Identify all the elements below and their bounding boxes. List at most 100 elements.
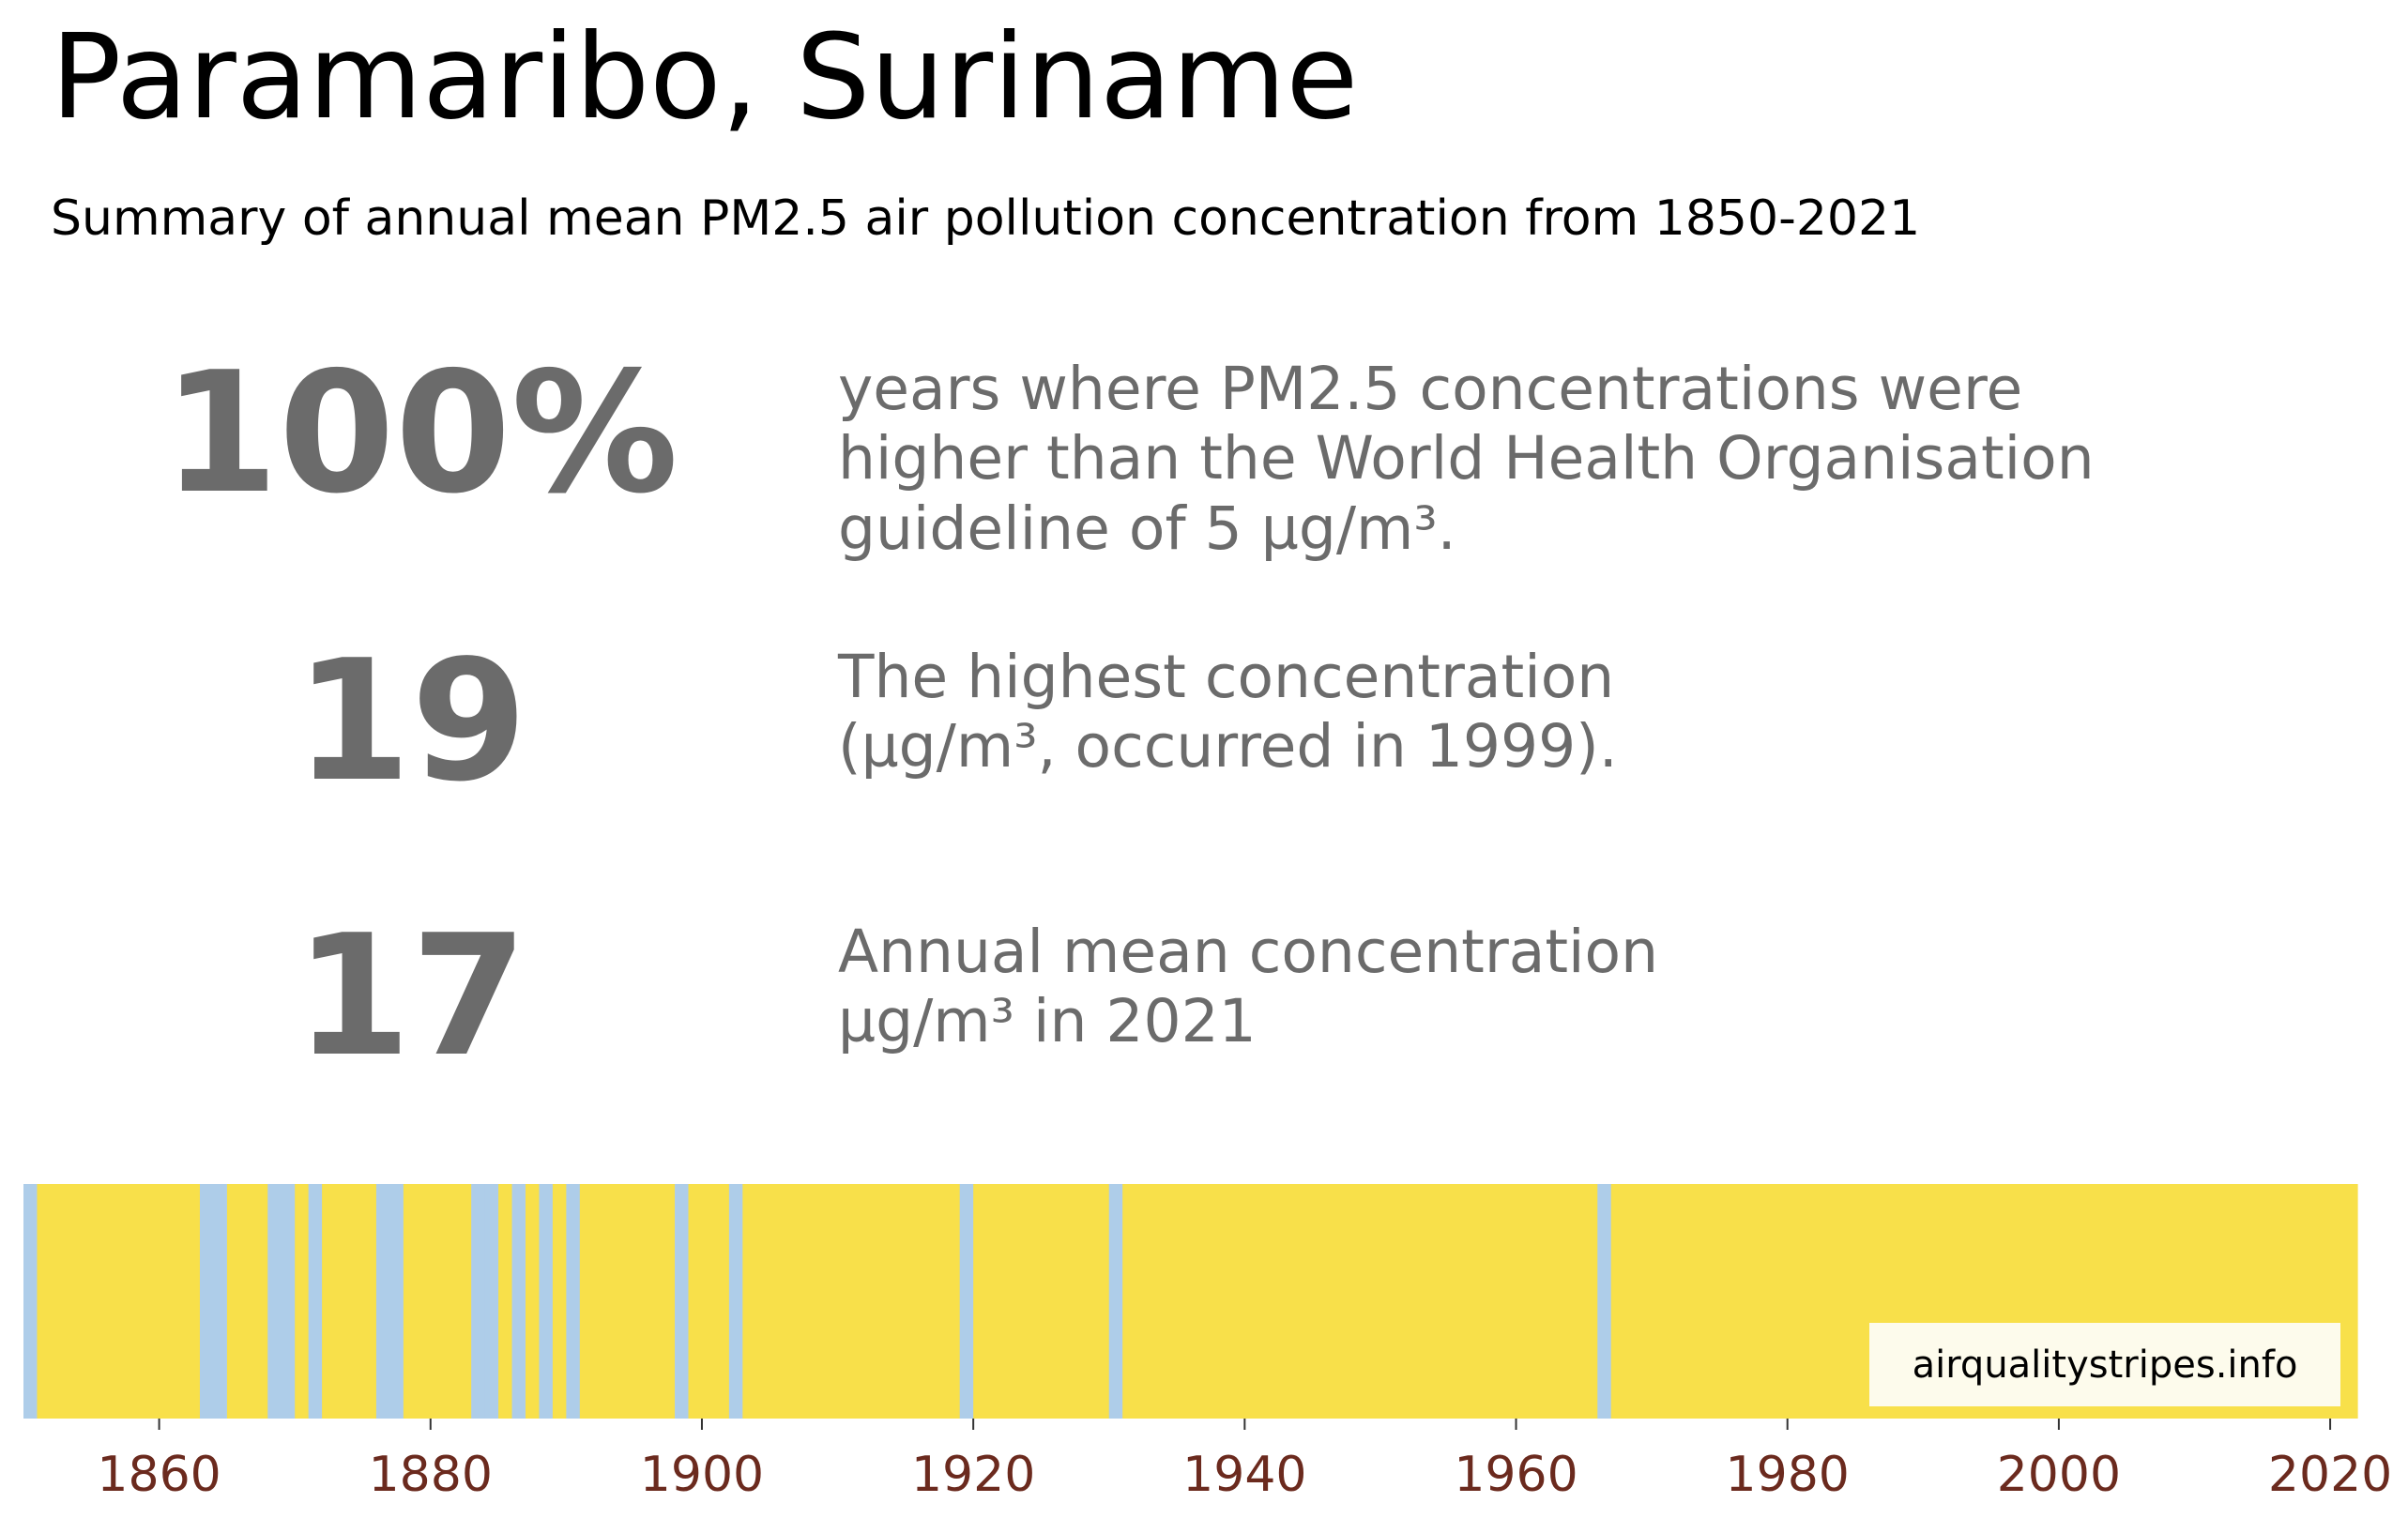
year-stripe <box>1570 1184 1585 1419</box>
stat-current-value: 17 <box>295 899 527 1093</box>
watermark-text: airqualitystripes.info <box>1913 1343 2298 1387</box>
year-stripe <box>1746 1184 1761 1419</box>
watermark-box: airqualitystripes.info <box>1869 1323 2340 1406</box>
x-tick-label: 1980 <box>1726 1447 1850 1503</box>
year-stripe <box>1394 1184 1409 1419</box>
year-stripe <box>728 1184 743 1419</box>
year-stripe <box>742 1184 757 1419</box>
year-stripe <box>1190 1184 1205 1419</box>
year-stripe <box>525 1184 541 1419</box>
year-stripe <box>1461 1184 1476 1419</box>
year-stripe <box>919 1184 934 1419</box>
year-stripe <box>1583 1184 1598 1419</box>
year-stripe <box>1502 1184 1517 1419</box>
x-tick-label: 1880 <box>369 1447 493 1503</box>
x-tick-label: 1960 <box>1454 1447 1577 1503</box>
year-stripe <box>1814 1184 1829 1419</box>
year-stripe <box>810 1184 825 1419</box>
year-stripe <box>213 1184 228 1419</box>
year-stripe <box>1434 1184 1449 1419</box>
stat-percent-description-line: years where PM2.5 concentrations were <box>838 355 2023 423</box>
year-stripe <box>1135 1184 1151 1419</box>
year-stripe <box>1597 1184 1612 1419</box>
stat-percent-description-line: higher than the World Health Organisatio… <box>838 424 2095 493</box>
year-stripe <box>430 1184 445 1419</box>
year-stripe <box>1556 1184 1571 1419</box>
year-stripe <box>1679 1184 1694 1419</box>
year-stripe <box>1719 1184 1734 1419</box>
year-stripe <box>1665 1184 1680 1419</box>
stat-current-description-line: µg/m³ in 2021 <box>838 987 1257 1056</box>
year-stripe <box>1705 1184 1721 1419</box>
year-stripe <box>877 1184 892 1419</box>
year-stripe <box>552 1184 567 1419</box>
year-stripe <box>959 1184 974 1419</box>
year-stripe <box>1326 1184 1341 1419</box>
x-tick-label: 1900 <box>640 1447 764 1503</box>
year-stripe <box>797 1184 812 1419</box>
year-stripe <box>226 1184 241 1419</box>
year-stripe <box>986 1184 1001 1419</box>
year-stripe <box>1652 1184 1667 1419</box>
stat-highest-description-line: (µg/m³, occurred in 1999). <box>838 712 1618 782</box>
year-stripe <box>281 1184 296 1419</box>
year-stripe <box>770 1184 785 1419</box>
year-stripe <box>1366 1184 1381 1419</box>
year-stripe <box>1732 1184 1747 1419</box>
year-stripe <box>471 1184 486 1419</box>
year-stripe <box>539 1184 554 1419</box>
year-stripe <box>648 1184 663 1419</box>
stat-percent-description: years where PM2.5 concentrations were hi… <box>838 355 2095 564</box>
year-stripe <box>64 1184 79 1419</box>
year-stripe <box>593 1184 608 1419</box>
year-stripe <box>1150 1184 1165 1419</box>
stat-percent-value: 100% <box>162 336 678 530</box>
year-stripe <box>417 1184 432 1419</box>
year-stripe <box>1638 1184 1653 1419</box>
year-stripe <box>892 1184 907 1419</box>
year-stripe <box>1624 1184 1639 1419</box>
year-stripe <box>579 1184 594 1419</box>
year-stripe <box>1488 1184 1503 1419</box>
year-stripe <box>715 1184 730 1419</box>
year-stripe <box>240 1184 255 1419</box>
year-stripe <box>1407 1184 1422 1419</box>
year-stripe <box>403 1184 418 1419</box>
year-stripe <box>1027 1184 1043 1419</box>
stat-current-description-line: Annual mean concentration <box>838 918 1659 986</box>
year-stripe <box>688 1184 703 1419</box>
year-stripe <box>1244 1184 1259 1419</box>
stat-highest-description: The highest concentration (µg/m³, occurr… <box>838 643 1618 782</box>
year-stripe <box>444 1184 459 1419</box>
year-stripe <box>1095 1184 1110 1419</box>
year-stripe <box>173 1184 188 1419</box>
year-stripe <box>864 1184 879 1419</box>
year-stripe <box>633 1184 648 1419</box>
year-stripe <box>1257 1184 1273 1419</box>
year-stripe <box>362 1184 377 1419</box>
x-axis: 1860 1880 1900 1920 1940 1960 1980 2000 2020 <box>97 1419 2392 1503</box>
year-stripe <box>1203 1184 1219 1419</box>
year-stripe <box>91 1184 106 1419</box>
year-stripe <box>1299 1184 1314 1419</box>
year-stripe <box>851 1184 866 1419</box>
year-stripe <box>905 1184 920 1419</box>
year-stripe <box>199 1184 215 1419</box>
year-stripe <box>1041 1184 1056 1419</box>
year-stripe <box>118 1184 133 1419</box>
year-stripe <box>620 1184 635 1419</box>
year-stripe <box>1841 1184 1856 1419</box>
stat-current-description: Annual mean concentration µg/m³ in 2021 <box>838 918 1658 1057</box>
year-stripe <box>1529 1184 1545 1419</box>
year-stripe <box>457 1184 472 1419</box>
x-tick-label: 1940 <box>1182 1447 1306 1503</box>
year-stripe <box>1760 1184 1775 1419</box>
year-stripe <box>186 1184 201 1419</box>
x-tick-label: 1860 <box>97 1447 221 1503</box>
year-stripe <box>1312 1184 1327 1419</box>
year-stripe <box>511 1184 526 1419</box>
year-stripe <box>1339 1184 1354 1419</box>
year-stripe <box>1068 1184 1083 1419</box>
year-stripe <box>1285 1184 1300 1419</box>
year-stripe <box>1855 1184 1870 1419</box>
